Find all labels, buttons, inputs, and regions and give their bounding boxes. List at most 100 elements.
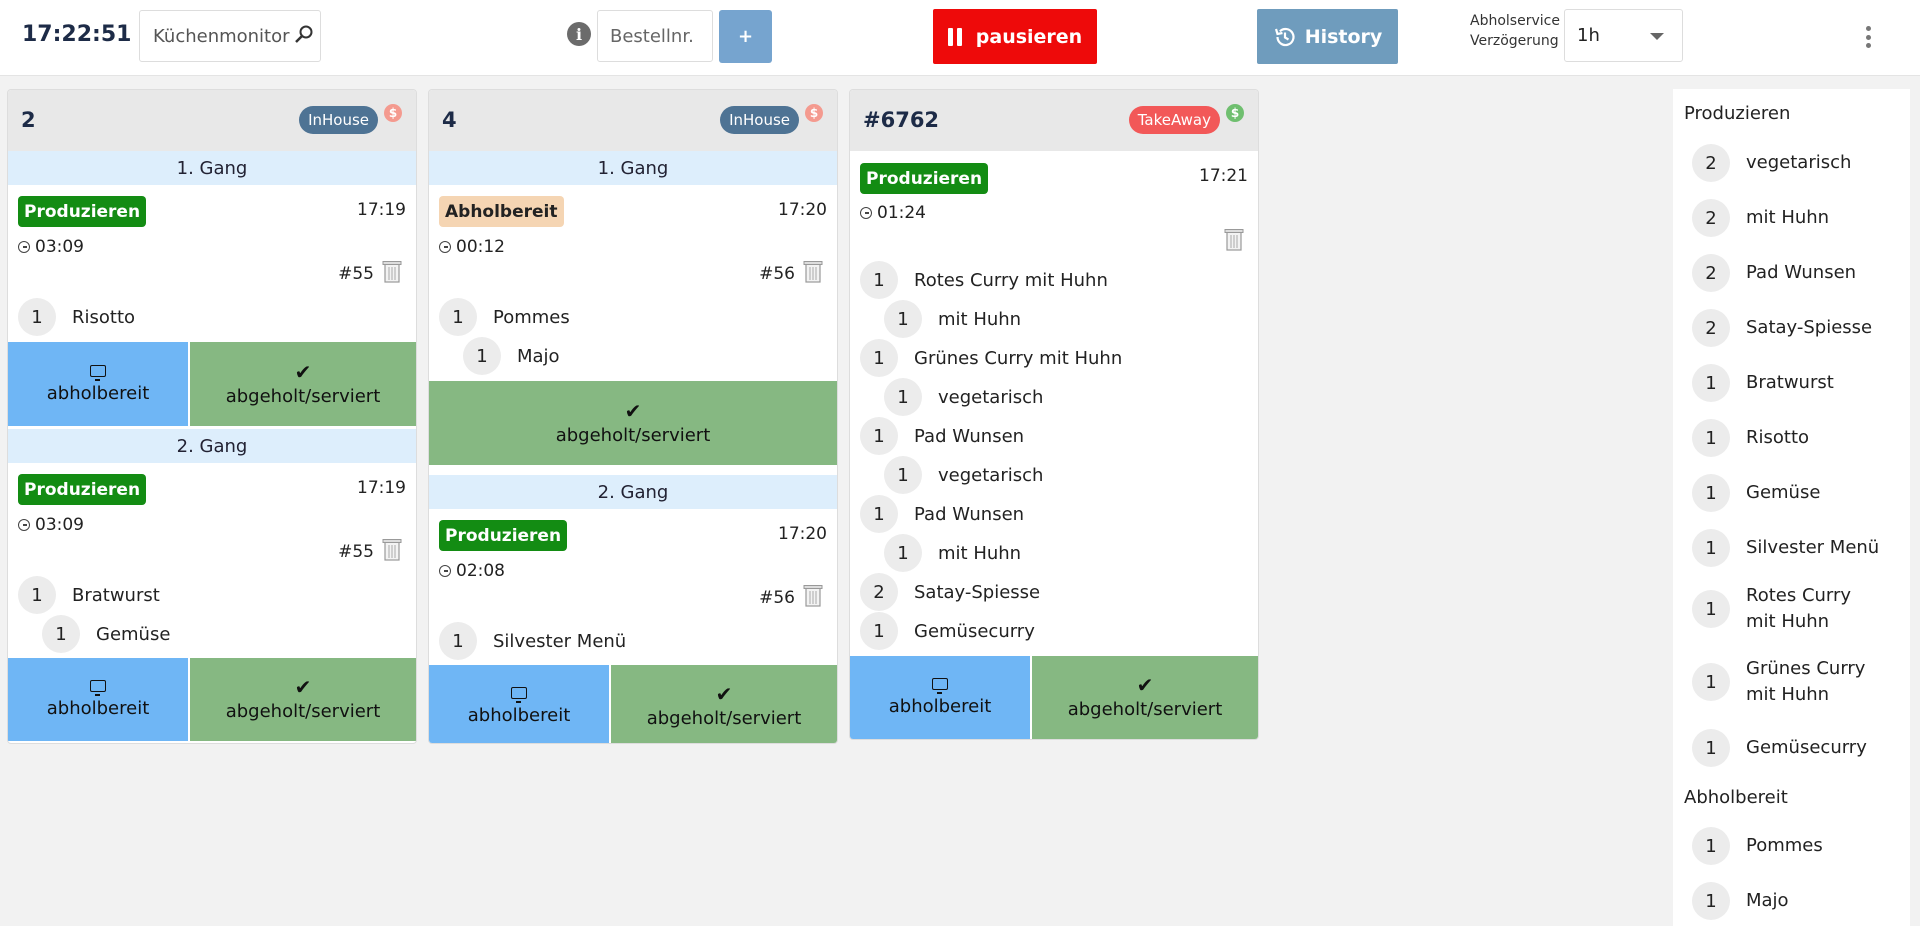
item-name: vegetarisch [938,464,1044,486]
course-actions: abholbereit ✔ abgeholt/serviert [8,658,416,741]
order-number: #56 [759,588,795,608]
info-icon[interactable]: i [567,22,591,46]
item-name: Grünes Curry mit Huhn [1746,658,1866,705]
course-section: Produzieren 17:19 03:09 #55 1 Risotto [8,185,416,342]
course-section: Produzieren 17:19 03:09 #55 1 Bratwurst 1… [8,463,416,658]
elapsed-timer: 03:09 [18,237,84,257]
course-section: Abholbereit 17:20 00:12 #56 1 Pommes 1 Maj… [429,185,837,381]
status-badge[interactable]: Produzieren [18,196,147,227]
trash-icon[interactable] [382,537,402,562]
item-quantity: 1 [1692,663,1730,701]
item-name: Pad Wunsen [914,503,1025,525]
item-quantity: 1 [884,534,922,572]
item-name: Bratwurst [1746,372,1834,393]
item-name: vegetarisch [1746,152,1852,173]
check-icon: ✔ [1136,673,1154,697]
item-quantity: 1 [860,261,898,299]
check-icon: ✔ [715,682,733,706]
delay-select[interactable]: 1h [1564,9,1683,62]
course-actions: ✔ abgeholt/serviert [429,381,837,465]
item-name: Risotto [1746,427,1810,448]
list-item: 1 Pad Wunsen [860,495,1024,533]
served-button[interactable]: ✔ abgeholt/serviert [190,658,416,741]
list-item: 1 Pad Wunsen [860,417,1024,455]
trash-icon[interactable] [1224,227,1244,252]
kitchen-monitor-selector[interactable]: Küchenmonitor [139,10,321,62]
clock-icon [439,241,451,253]
summary-item: 2 mit Huhn [1692,199,1902,237]
item-name: mit Huhn [1746,207,1830,228]
ready-button[interactable]: abholbereit [8,342,188,426]
trash-icon[interactable] [803,259,823,284]
item-name: Pad Wunsen [1746,262,1857,283]
order-number-input[interactable] [597,10,713,62]
ready-button[interactable]: abholbereit [8,658,188,741]
list-item: 1 mit Huhn [884,300,1021,338]
status-badge[interactable]: Produzieren [439,520,568,551]
item-quantity: 1 [1692,529,1730,567]
clock-icon [860,207,872,219]
pause-button[interactable]: pausieren [933,9,1097,64]
item-quantity: 1 [860,417,898,455]
served-button[interactable]: ✔ abgeholt/serviert [190,342,416,426]
ready-button[interactable]: abholbereit [429,665,609,743]
status-badge[interactable]: Abholbereit [439,196,564,227]
item-quantity: 1 [884,456,922,494]
chevron-down-icon [1650,33,1664,40]
order-number: #55 [338,264,374,284]
clock-icon [18,519,30,531]
check-icon: ✔ [294,675,312,699]
item-name: Silvester Menü [493,630,627,652]
elapsed-timer: 01:24 [860,203,926,223]
list-item: 1 Silvester Menü [439,622,626,660]
item-name: Gemüse [1746,482,1821,503]
summary-item: 1 Pommes [1692,827,1902,865]
item-quantity: 2 [1692,254,1730,292]
elapsed-timer: 00:12 [439,237,505,257]
item-name: Pommes [493,306,570,328]
clock: 17:22:51 [22,22,132,47]
order-card-header: 2 InHouse $ [8,90,416,151]
order-card: 2 InHouse $ 1. Gang Produzieren 17:19 03… [7,89,417,744]
history-button[interactable]: History [1257,9,1398,64]
served-button[interactable]: ✔ abgeholt/serviert [1032,656,1258,739]
add-order-button[interactable]: + [719,10,772,63]
pause-label: pausieren [975,25,1083,48]
ready-button[interactable]: abholbereit [850,656,1030,739]
item-name: vegetarisch [938,386,1044,408]
kebab-menu-icon[interactable] [1860,23,1876,51]
order-time: 17:20 [778,524,827,544]
magnifier-icon[interactable] [294,24,314,49]
list-item: 1 Majo [463,337,560,375]
item-name: Rotes Curry mit Huhn [1746,585,1852,632]
summary-item: 1 Gemüsecurry [1692,729,1902,767]
order-time: 17:20 [778,200,827,220]
clock-icon [439,565,451,577]
order-type-badge: InHouse [720,106,799,134]
summary-item: 1 Bratwurst [1692,364,1902,402]
item-name: Satay-Spiesse [914,581,1041,603]
order-number: #55 [338,542,374,562]
history-label: History [1304,25,1383,48]
item-name: mit Huhn [938,542,1022,564]
status-badge[interactable]: Produzieren [18,474,147,505]
check-icon: ✔ [624,398,642,423]
summary-item: 1 Risotto [1692,419,1902,457]
served-button[interactable]: ✔ abgeholt/serviert [429,381,837,465]
delay-value: 1h [1577,25,1600,46]
item-quantity: 1 [860,612,898,650]
trash-icon[interactable] [803,583,823,608]
order-card-header: 4 InHouse $ [429,90,837,151]
course-header: 2. Gang [8,429,416,463]
item-name: Gemüsecurry [914,620,1035,642]
item-quantity: 1 [860,495,898,533]
course-section: Produzieren 17:20 02:08 #56 1 Silvester M… [429,509,837,665]
served-button[interactable]: ✔ abgeholt/serviert [611,665,837,743]
status-badge[interactable]: Produzieren [860,163,989,194]
list-item: 1 Risotto [18,298,135,336]
trash-icon[interactable] [382,259,402,284]
order-card-header: #6762 TakeAway $ [850,90,1258,151]
item-name: Gemüse [96,623,171,645]
monitor-label: Küchenmonitor [153,25,290,47]
item-quantity: 1 [860,339,898,377]
